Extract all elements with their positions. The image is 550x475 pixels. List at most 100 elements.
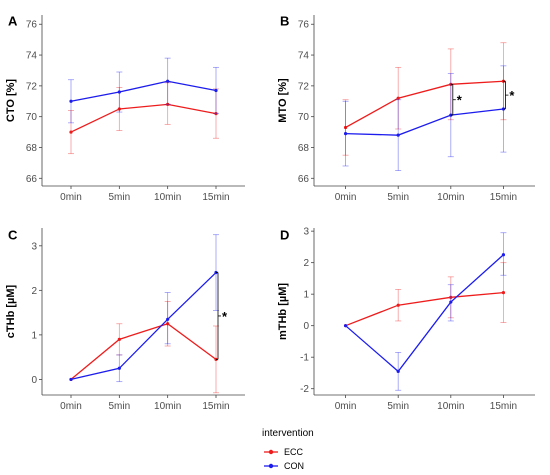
y-tick-label: -2 <box>300 384 309 395</box>
y-tick-label: 68 <box>298 143 310 154</box>
y-tick-label: 1 <box>31 330 37 341</box>
data-point <box>343 324 348 328</box>
data-point <box>117 366 121 370</box>
chart-panel-c: C 0 1 2 3 0min 5min 10min 15min cTHb [µM] * <box>5 228 245 412</box>
y-tick-label: 0 <box>303 321 309 332</box>
chart-panel-a: A 66 68 70 72 74 76 0min 5min 10min 15min CTO [%] <box>5 14 245 203</box>
panel-label: A <box>8 14 18 29</box>
y-tick-label: 66 <box>298 174 310 185</box>
data-point <box>166 317 170 321</box>
y-tick-label: 70 <box>298 112 310 123</box>
x-tick-label: 10min <box>437 401 464 412</box>
legend-label: ECC <box>284 447 304 457</box>
y-tick-label: 72 <box>298 81 310 92</box>
series-line <box>70 103 217 133</box>
data-point <box>214 88 218 93</box>
data-point <box>166 322 170 326</box>
legend-item-con: CON <box>264 461 304 471</box>
x-tick-label: 5min <box>108 192 130 203</box>
panel-label: B <box>280 14 289 29</box>
data-point <box>117 90 121 94</box>
data-point <box>449 295 453 299</box>
x-tick-label: 15min <box>490 192 517 203</box>
x-tick-label: 10min <box>154 401 181 412</box>
significance-bracket: * <box>503 80 515 110</box>
data-point <box>501 253 506 257</box>
y-tick-label: 3 <box>303 227 309 238</box>
series-con <box>343 232 507 391</box>
series-con <box>342 65 507 171</box>
series-line <box>70 272 217 381</box>
legend-swatch-point <box>268 463 274 469</box>
chart-panel-d: D -2 -1 0 1 2 3 0min 5min 10min 15min mTHb [µM] <box>277 227 535 412</box>
panel-label: D <box>280 228 289 243</box>
x-tick-label: 5min <box>387 401 409 412</box>
series-ecc <box>68 82 219 155</box>
data-point <box>214 111 218 116</box>
significance-bracket: * <box>216 272 228 360</box>
series-line <box>70 323 217 380</box>
x-tick-label: 0min <box>60 192 82 203</box>
y-axis-label: MTO [%] <box>277 78 289 123</box>
x-tick-label: 0min <box>335 401 357 412</box>
x-tick-label: 10min <box>437 192 464 203</box>
series-con <box>69 234 219 383</box>
x-tick-label: 10min <box>154 192 181 203</box>
series-line <box>345 108 504 136</box>
data-point <box>166 79 170 83</box>
y-tick-label: 0 <box>31 375 37 386</box>
data-point <box>396 96 400 100</box>
series-ecc <box>342 42 507 156</box>
y-tick-label: 76 <box>26 20 38 31</box>
series-line <box>345 80 504 129</box>
series-ecc <box>69 301 219 394</box>
data-point <box>117 107 121 111</box>
x-tick-label: 0min <box>335 192 357 203</box>
y-tick-label: 2 <box>303 258 309 269</box>
significance-star: * <box>509 88 515 103</box>
data-point <box>69 99 73 103</box>
y-tick-label: 74 <box>26 51 38 62</box>
significance-bracket: * <box>450 83 463 116</box>
data-point <box>69 130 73 134</box>
data-point <box>166 102 170 106</box>
data-point <box>396 369 400 373</box>
data-point <box>396 303 400 307</box>
legend-label: CON <box>284 461 304 471</box>
chart-panel-b: B 66 68 70 72 74 76 0min 5min 10min 15min MTO [%] * * <box>277 14 535 203</box>
series-con <box>68 57 219 124</box>
series-line <box>70 80 217 102</box>
y-tick-label: 3 <box>31 241 37 252</box>
y-axis-label: mTHb [µM] <box>277 283 289 340</box>
y-tick-label: 2 <box>31 286 37 297</box>
y-tick-label: 68 <box>26 143 38 154</box>
series-ecc <box>343 262 507 328</box>
panel-label: C <box>8 228 18 243</box>
data-point <box>449 300 453 304</box>
x-tick-label: 15min <box>202 401 229 412</box>
y-tick-label: 74 <box>298 51 310 62</box>
data-point <box>117 337 121 341</box>
significance-star: * <box>222 309 228 324</box>
legend: intervention ECC CON <box>262 428 314 471</box>
data-point <box>343 125 348 130</box>
x-tick-label: 5min <box>108 401 130 412</box>
y-axis-label: cTHb [µM] <box>5 284 17 338</box>
y-tick-label: -1 <box>300 353 309 364</box>
y-tick-label: 1 <box>303 290 309 301</box>
legend-title: intervention <box>262 428 314 439</box>
y-axis-label: CTO [%] <box>5 79 17 123</box>
data-point <box>69 377 73 382</box>
legend-item-ecc: ECC <box>264 447 304 457</box>
legend-swatch-point <box>268 449 274 455</box>
x-tick-label: 5min <box>387 192 409 203</box>
data-point <box>343 132 348 136</box>
y-tick-label: 70 <box>26 112 38 123</box>
x-tick-label: 15min <box>202 192 229 203</box>
significance-star: * <box>457 93 463 108</box>
x-tick-label: 0min <box>60 401 82 412</box>
data-point <box>501 290 506 295</box>
series-line <box>345 254 504 373</box>
y-tick-label: 66 <box>26 174 38 185</box>
